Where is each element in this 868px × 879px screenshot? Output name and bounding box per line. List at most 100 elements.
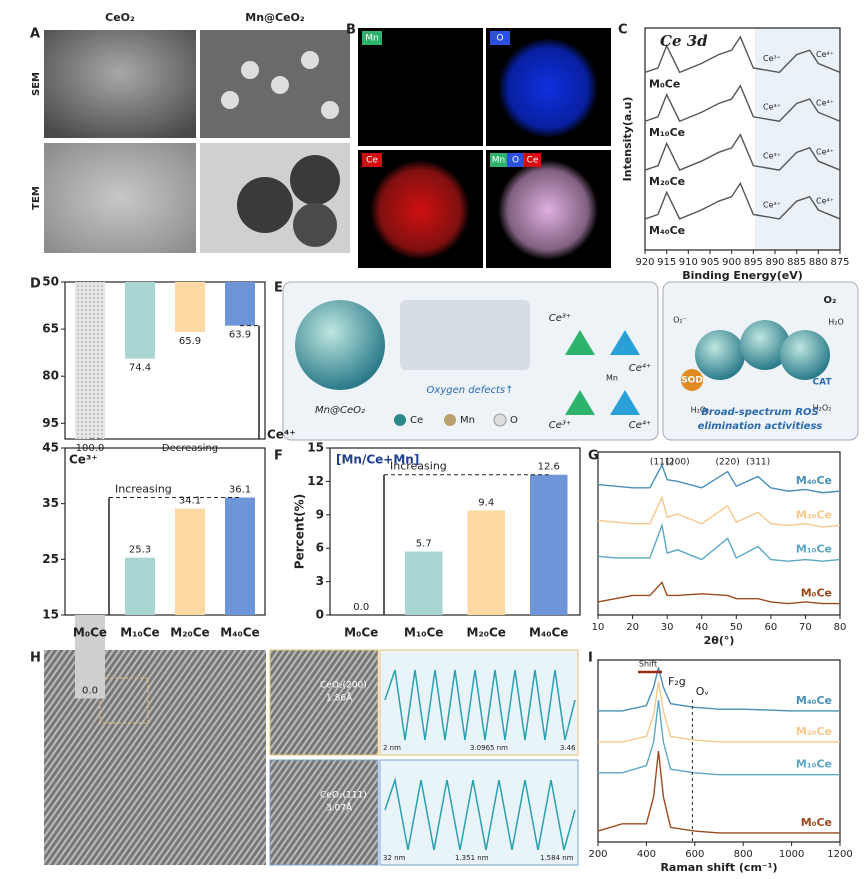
plot-frame bbox=[644, 27, 841, 251]
bar bbox=[225, 497, 255, 615]
series-line bbox=[644, 84, 841, 123]
series-label: M₀Ce bbox=[801, 587, 832, 600]
panel-label: H bbox=[30, 651, 41, 666]
plot-frame bbox=[64, 447, 266, 616]
x-tick-label: 885 bbox=[787, 257, 806, 268]
schematic-text: O₂⁻ bbox=[673, 316, 687, 325]
peak-label: (200) bbox=[665, 458, 689, 468]
x-tick-label: M₀Ce bbox=[344, 626, 378, 640]
x-tick-label: 60 bbox=[764, 622, 777, 633]
image-annotation: 3.0965 nm bbox=[470, 744, 508, 752]
x-tick-label: M₀Ce bbox=[73, 626, 107, 640]
y-tick-label: 45 bbox=[42, 441, 59, 455]
bar bbox=[75, 615, 105, 699]
schematic-text: Mn@CeO₂ bbox=[315, 405, 365, 416]
image-annotation: 2 nm bbox=[383, 744, 401, 752]
x-tick-label: 80 bbox=[834, 622, 847, 633]
series-line bbox=[598, 667, 840, 712]
x-tick-label: 10 bbox=[592, 622, 605, 633]
value-label: 25.3 bbox=[129, 545, 151, 556]
map-tag bbox=[362, 31, 382, 45]
y-axis-label: Percent(%) bbox=[293, 494, 307, 569]
y-tick-label: 35 bbox=[42, 496, 59, 510]
bar bbox=[75, 282, 105, 439]
image-annotation: CeO₂(111) bbox=[320, 791, 367, 801]
plot-frame bbox=[329, 447, 581, 616]
row-header: SEM bbox=[31, 72, 42, 96]
x-tick-label: 30 bbox=[661, 622, 674, 633]
map-tag bbox=[524, 153, 541, 167]
image-annotation: 1.351 nm bbox=[455, 854, 489, 862]
annotation: Shift bbox=[639, 660, 657, 669]
y-tick-label: 95 bbox=[42, 416, 59, 430]
x-axis-label: 2θ(°) bbox=[704, 634, 735, 647]
schematic-text: Ce³⁺ bbox=[549, 420, 571, 431]
x-axis-label: Binding Energy(eV) bbox=[682, 269, 802, 282]
x-tick-label: 20 bbox=[626, 622, 639, 633]
schematic-text: Ce⁴⁺ bbox=[629, 362, 651, 374]
series-label: M₀Ce bbox=[801, 816, 832, 829]
annotation: Ce³⁺ bbox=[763, 103, 781, 112]
legend-label: Ce⁴⁺ bbox=[267, 428, 296, 442]
annotation: Ce³⁺ bbox=[763, 152, 781, 161]
panel-b-maps bbox=[358, 28, 611, 268]
x-tick-label: M₄₀Ce bbox=[529, 626, 568, 640]
series-line bbox=[597, 581, 840, 605]
bar bbox=[225, 282, 255, 326]
x-tick-label: 890 bbox=[765, 257, 784, 268]
series-label: M₁₀Ce bbox=[796, 758, 832, 771]
chart-title: [Mn/Ce+Mn] bbox=[336, 453, 419, 467]
x-tick-label: 900 bbox=[722, 257, 741, 268]
image-annotation: 3.46 bbox=[560, 744, 576, 752]
value-label: 65.9 bbox=[179, 336, 201, 347]
schematic-text: Mn bbox=[606, 374, 618, 383]
y-tick-label: 12 bbox=[307, 474, 324, 488]
series-line bbox=[597, 495, 841, 528]
plot-frame bbox=[64, 281, 266, 440]
image-annotation: 3.07Å bbox=[326, 802, 353, 814]
annotation: F₂g bbox=[668, 675, 686, 688]
series-line bbox=[644, 35, 841, 74]
map-tag bbox=[490, 31, 510, 45]
value-label: 74.4 bbox=[129, 363, 151, 374]
series-line bbox=[597, 463, 841, 494]
panel-a-images bbox=[44, 30, 350, 253]
map-tag bbox=[362, 153, 382, 167]
series-label: M₁₀Ce bbox=[796, 543, 832, 556]
x-tick-label: M₂₀Ce bbox=[170, 626, 209, 640]
annotation: Oᵥ bbox=[696, 685, 709, 698]
x-tick-label: M₂₀Ce bbox=[467, 626, 506, 640]
column-header: CeO₂ bbox=[105, 11, 135, 24]
image-annotation: 1.584 nm bbox=[540, 854, 574, 862]
y-tick-label: 15 bbox=[307, 441, 324, 455]
x-tick-label: 40 bbox=[695, 622, 708, 633]
y-tick-label: 6 bbox=[316, 541, 324, 555]
panel-label: C bbox=[618, 23, 628, 38]
plot-frame bbox=[597, 659, 841, 843]
bar bbox=[125, 282, 155, 359]
x-tick-label: 910 bbox=[679, 257, 698, 268]
y-axis-label: Intensity(a.u) bbox=[621, 97, 634, 182]
schematic-text: Broad-spectrum ROS bbox=[701, 407, 818, 418]
y-tick-label: 3 bbox=[316, 574, 324, 588]
value-label: 0.0 bbox=[353, 602, 369, 613]
bar bbox=[405, 551, 443, 615]
schematic-text: H₂O bbox=[828, 318, 844, 327]
annotation: Ce⁴⁺ bbox=[816, 148, 834, 157]
series-label: M₂₀Ce bbox=[649, 175, 685, 188]
peak-label: (111) bbox=[650, 458, 674, 468]
x-axis-label: Raman shift (cm⁻¹) bbox=[660, 861, 777, 874]
series-line bbox=[597, 522, 841, 562]
map-label: O bbox=[496, 34, 503, 44]
x-tick-label: 905 bbox=[700, 257, 719, 268]
series-line bbox=[598, 681, 840, 743]
schematic-text: Ce³⁺ bbox=[549, 313, 571, 324]
value-label: 5.7 bbox=[416, 539, 432, 550]
value-label: 9.4 bbox=[478, 497, 494, 508]
annotation: Ce⁴⁺ bbox=[816, 99, 834, 108]
y-tick-label: 9 bbox=[316, 507, 324, 521]
legend-label: Mn bbox=[460, 415, 475, 426]
bar bbox=[125, 557, 155, 615]
series-line bbox=[644, 181, 841, 220]
